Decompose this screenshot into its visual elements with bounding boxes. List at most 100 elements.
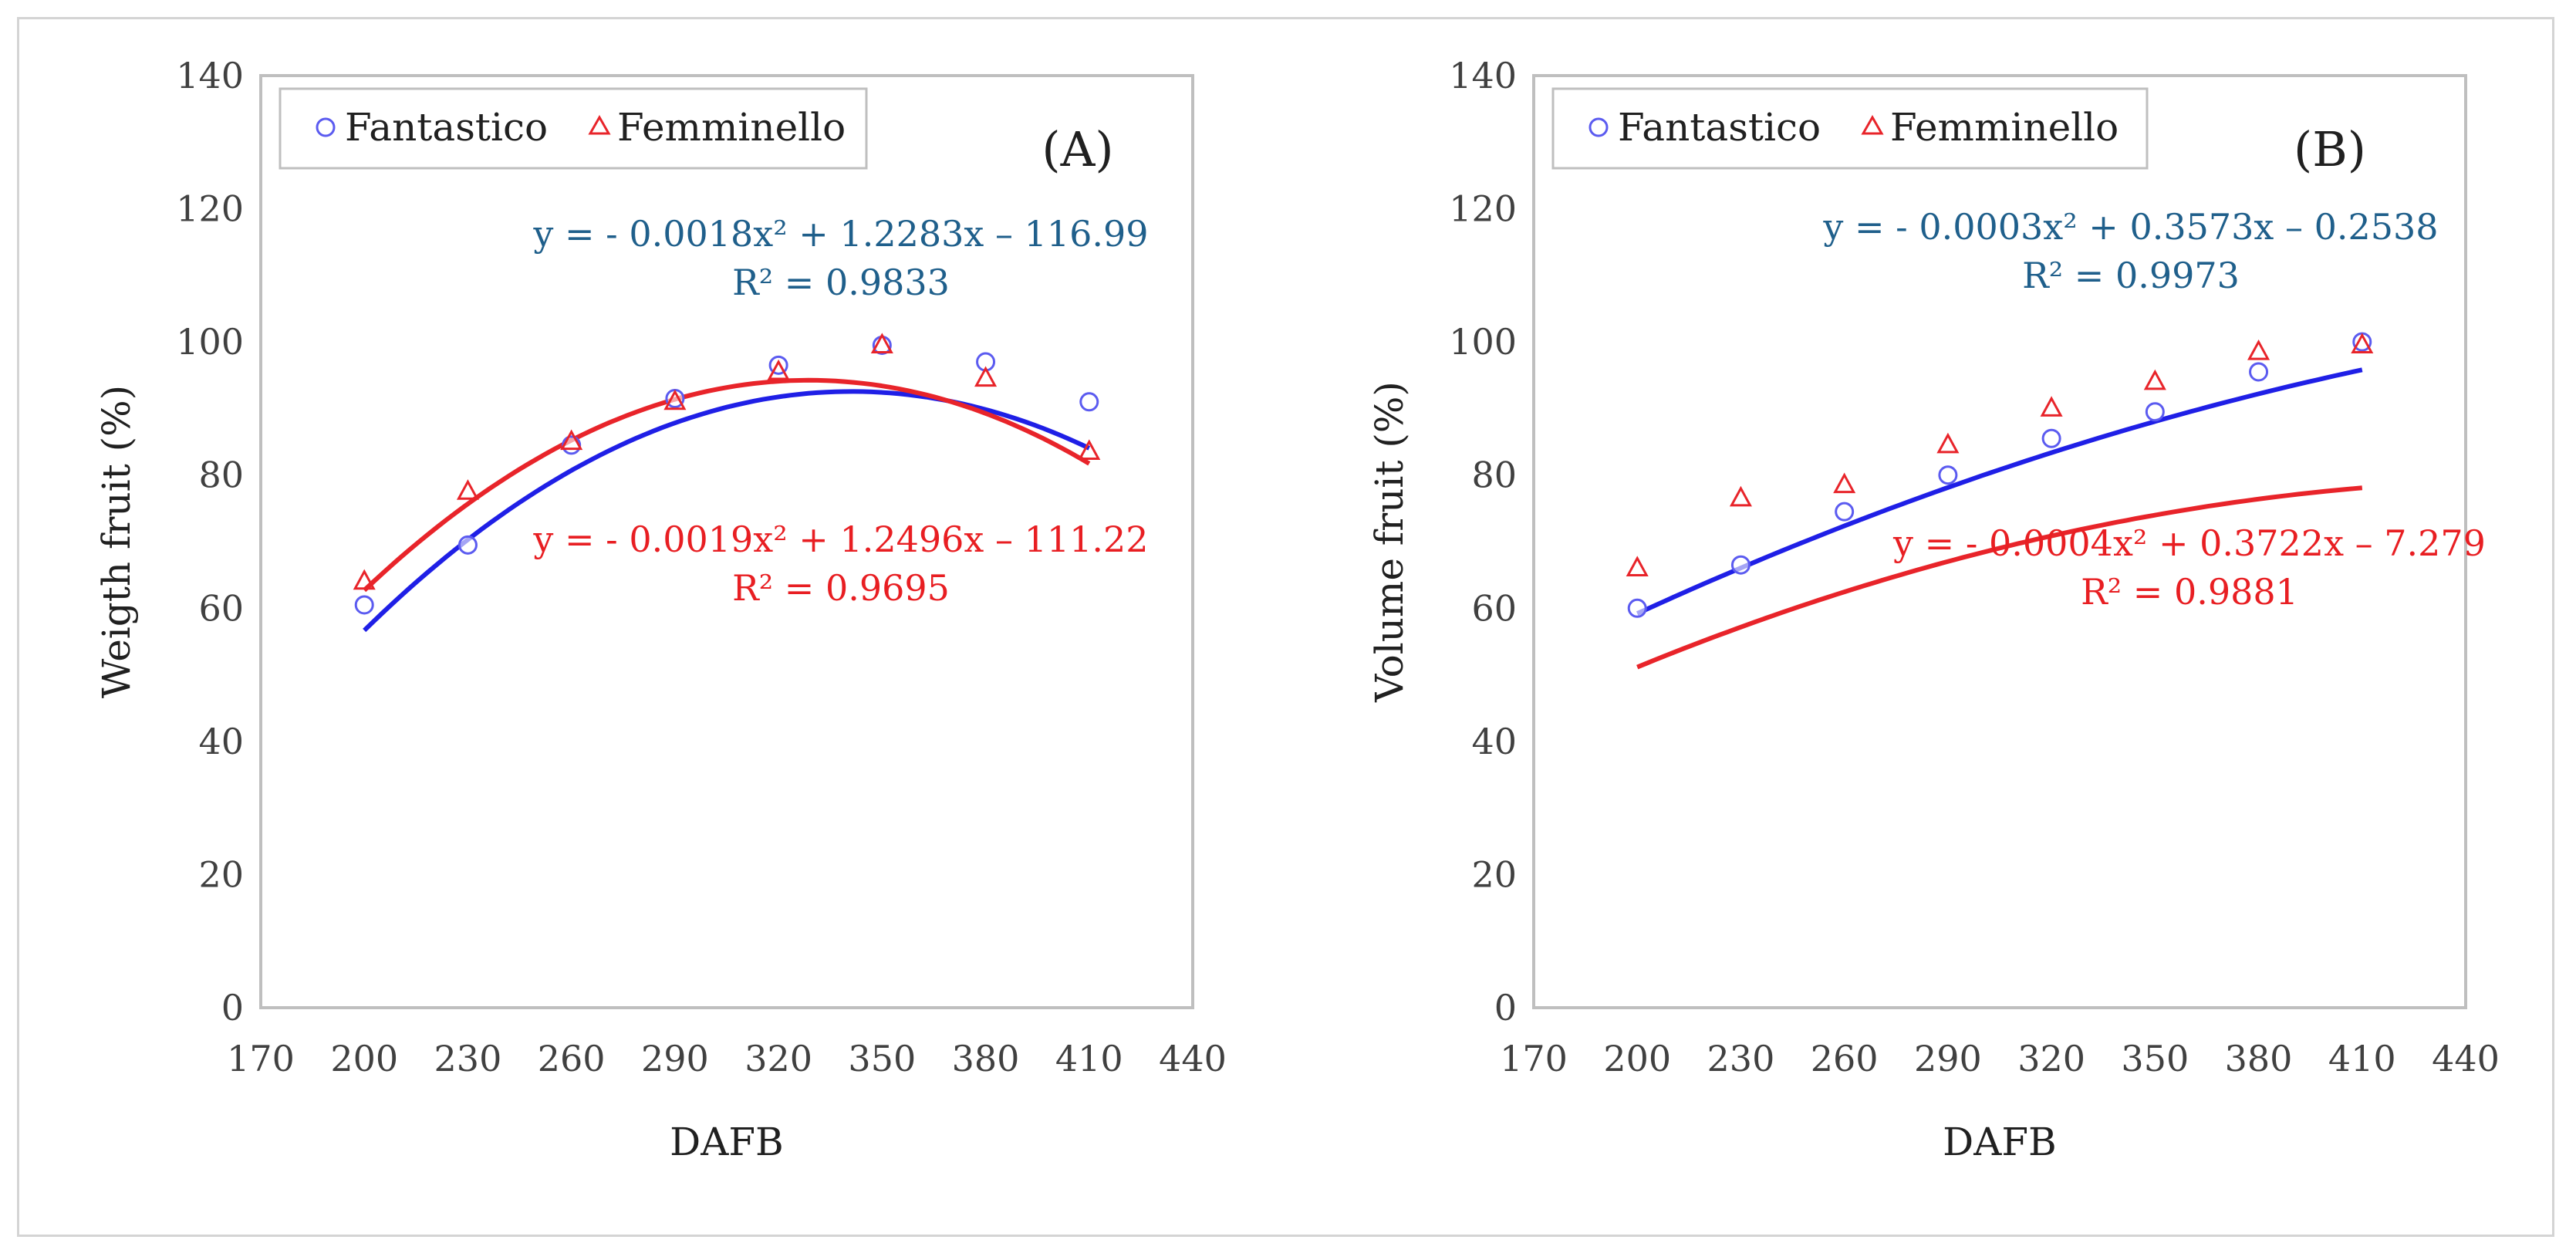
- equation-fantastico: y = - 0.0003x² + 0.3573x – 0.2538: [1822, 206, 2438, 248]
- data-point-femminello: [1626, 556, 1649, 577]
- panel-label: (A): [1042, 121, 1113, 177]
- y-tick-label: 140: [1449, 55, 1517, 96]
- y-tick-label: 100: [176, 321, 244, 363]
- data-point-femminello: [353, 569, 376, 590]
- trendline-femminello: [1636, 485, 2363, 670]
- data-point-femminello: [456, 479, 479, 500]
- data-point-fantastico: [2249, 362, 2269, 382]
- data-point-femminello: [560, 429, 583, 451]
- data-point-fantastico: [2041, 428, 2061, 448]
- legend-label-fantastico: Fantastico: [1618, 105, 1821, 150]
- x-tick-label: 350: [848, 1038, 916, 1079]
- x-tick-label: 290: [1914, 1038, 1982, 1079]
- y-tick-labels: 0 20 40 60 80 100 120 140: [1449, 55, 1517, 1029]
- x-tick-label: 200: [1603, 1038, 1671, 1079]
- y-tick-labels: 0 20 40 60 80 100 120 140: [176, 55, 244, 1029]
- legend: Fantastico Femminello: [279, 87, 868, 170]
- data-markers: [1626, 332, 2374, 618]
- y-tick-label: 0: [1494, 987, 1517, 1029]
- x-tick-label: 200: [330, 1038, 398, 1079]
- equation-fantastico: y = - 0.0018x² + 1.2283x – 116.99: [532, 213, 1148, 255]
- y-tick-label: 80: [198, 454, 244, 496]
- legend-circle-marker: [1588, 117, 1609, 137]
- x-tick-label: 440: [2432, 1038, 2500, 1079]
- data-point-femminello: [2247, 339, 2270, 360]
- data-point-femminello: [1729, 485, 1752, 507]
- legend-label-femminello: Femminello: [1890, 105, 2119, 150]
- y-tick-label: 40: [198, 721, 244, 762]
- trendlines: [363, 377, 1091, 633]
- data-point-fantastico: [354, 595, 374, 615]
- x-tick-labels: 170 200 230 260 290 320 350 380 410 440: [1500, 1038, 2500, 1079]
- x-tick-label: 260: [1811, 1038, 1879, 1079]
- data-point-fantastico: [457, 535, 478, 555]
- legend-label-fantastico: Fantastico: [345, 105, 548, 150]
- y-axis-title: Volume fruit (%): [1367, 381, 1412, 703]
- chart-panel-b: 0 20 40 60 80 100 120 140 170 200 230 260 290 320 350…: [1367, 55, 2500, 1164]
- legend-triangle-marker: [1861, 114, 1884, 135]
- y-tick-label: 140: [176, 55, 244, 96]
- x-tick-label: 350: [2121, 1038, 2189, 1079]
- panel-label: (B): [2294, 121, 2366, 177]
- data-point-fantastico: [562, 435, 582, 455]
- legend-box: [1551, 87, 2149, 170]
- x-tick-label: 410: [1055, 1038, 1123, 1079]
- x-tick-label: 170: [1500, 1038, 1568, 1079]
- plot-area-border: [1532, 74, 2467, 1009]
- x-tick-label: 230: [1707, 1038, 1775, 1079]
- equation-femminello: y = - 0.0019x² + 1.2496x – 111.22: [532, 519, 1148, 560]
- data-point-fantastico: [2145, 402, 2165, 422]
- data-point-femminello: [870, 333, 893, 353]
- y-axis-title: Weigth fruit (%): [94, 385, 139, 698]
- data-point-femminello: [1936, 432, 1960, 454]
- legend-circle-marker: [316, 117, 336, 137]
- x-tick-label: 320: [744, 1038, 812, 1079]
- data-point-femminello: [767, 359, 790, 380]
- legend-box: [279, 87, 868, 170]
- data-markers: [353, 333, 1101, 615]
- data-point-femminello: [1833, 472, 1856, 494]
- x-tick-label: 380: [952, 1038, 1020, 1079]
- data-point-fantastico: [1938, 465, 1958, 485]
- y-tick-label: 60: [1471, 587, 1517, 629]
- legend-label-femminello: Femminello: [617, 105, 846, 150]
- y-tick-label: 100: [1449, 321, 1517, 363]
- data-point-femminello: [974, 366, 998, 387]
- x-tick-label: 290: [641, 1038, 709, 1079]
- y-tick-label: 20: [1471, 853, 1517, 895]
- x-tick-label: 320: [2017, 1038, 2085, 1079]
- x-axis-title: DAFB: [670, 1120, 784, 1164]
- equation-femminello: y = - 0.0004x² + 0.3722x – 7.279: [1892, 522, 2486, 564]
- r2-fantastico: R² = 0.9833: [732, 262, 950, 303]
- y-tick-label: 120: [176, 188, 244, 230]
- data-point-fantastico: [1627, 598, 1647, 618]
- x-tick-label: 260: [538, 1038, 606, 1079]
- x-tick-label: 170: [227, 1038, 295, 1079]
- y-tick-label: 20: [198, 853, 244, 895]
- trendline-femminello: [363, 377, 1091, 593]
- x-tick-label: 230: [434, 1038, 502, 1079]
- data-point-fantastico: [1835, 502, 1855, 522]
- y-tick-label: 0: [221, 987, 244, 1029]
- y-tick-label: 60: [198, 587, 244, 629]
- data-point-femminello: [2351, 333, 2374, 353]
- x-tick-label: 410: [2328, 1038, 2396, 1079]
- data-point-femminello: [2040, 396, 2063, 417]
- data-point-femminello: [2143, 369, 2166, 390]
- chart-panel-a: 0 20 40 60 80 100 120 140 170 200 230 260 290 320 350…: [94, 55, 1227, 1164]
- x-tick-labels: 170 200 230 260 290 320 350 380 410 440: [227, 1038, 1227, 1079]
- data-point-femminello: [1078, 439, 1101, 461]
- y-tick-label: 40: [1471, 721, 1517, 762]
- r2-femminello: R² = 0.9695: [732, 567, 950, 609]
- x-tick-label: 380: [2225, 1038, 2293, 1079]
- data-point-femminello: [663, 389, 687, 410]
- x-tick-label: 440: [1159, 1038, 1227, 1079]
- x-axis-title: DAFB: [1943, 1120, 2057, 1164]
- data-point-fantastico: [1079, 392, 1099, 412]
- trendline-fantastico: [1636, 367, 2363, 616]
- y-tick-label: 120: [1449, 188, 1517, 230]
- r2-femminello: R² = 0.9881: [2081, 571, 2298, 613]
- data-point-fantastico: [1730, 555, 1751, 575]
- r2-fantastico: R² = 0.9973: [2022, 255, 2240, 296]
